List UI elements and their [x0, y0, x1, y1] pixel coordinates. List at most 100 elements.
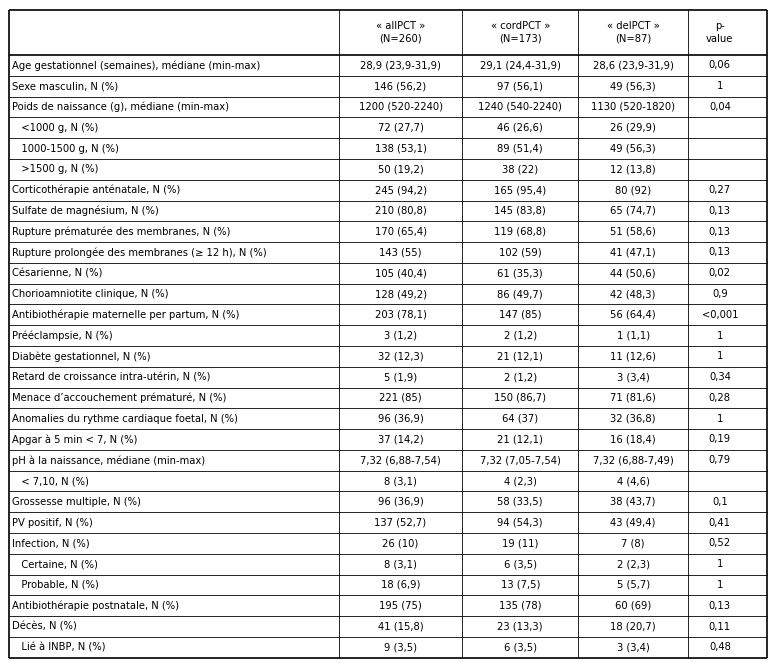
Text: 65 (74,7): 65 (74,7): [610, 206, 656, 216]
Text: 1130 (520-1820): 1130 (520-1820): [591, 102, 675, 112]
Text: 195 (75): 195 (75): [380, 601, 422, 611]
Text: 7,32 (7,05-7,54): 7,32 (7,05-7,54): [480, 455, 560, 465]
Text: p-
value: p- value: [707, 21, 734, 44]
Text: 145 (83,8): 145 (83,8): [495, 206, 546, 216]
Text: <1000 g, N (%): <1000 g, N (%): [12, 123, 99, 133]
Text: pH à la naissance, médiane (min-max): pH à la naissance, médiane (min-max): [12, 455, 206, 465]
Text: 94 (54,3): 94 (54,3): [498, 518, 543, 528]
Text: 0,48: 0,48: [709, 642, 730, 652]
Text: 42 (48,3): 42 (48,3): [611, 289, 656, 299]
Text: 97 (56,1): 97 (56,1): [497, 81, 543, 91]
Text: 221 (85): 221 (85): [380, 393, 422, 403]
Text: 51 (58,6): 51 (58,6): [610, 227, 656, 237]
Text: 12 (13,8): 12 (13,8): [611, 164, 656, 174]
Text: >1500 g, N (%): >1500 g, N (%): [12, 164, 99, 174]
Text: 43 (49,4): 43 (49,4): [611, 518, 656, 528]
Text: 0,11: 0,11: [709, 621, 731, 632]
Text: 58 (33,5): 58 (33,5): [498, 497, 543, 507]
Text: 18 (6,9): 18 (6,9): [381, 580, 421, 590]
Text: 0,34: 0,34: [709, 372, 730, 382]
Text: Menace d’accouchement prématuré, N (%): Menace d’accouchement prématuré, N (%): [12, 392, 226, 403]
Text: Anomalies du rythme cardiaque foetal, N (%): Anomalies du rythme cardiaque foetal, N …: [12, 414, 238, 424]
Text: 1: 1: [717, 81, 723, 91]
Text: 102 (59): 102 (59): [499, 247, 542, 257]
Text: 0,1: 0,1: [712, 497, 727, 507]
Text: 0,52: 0,52: [709, 538, 731, 548]
Text: 6 (3,5): 6 (3,5): [504, 559, 536, 569]
Text: 21 (12,1): 21 (12,1): [497, 351, 543, 361]
Text: 210 (80,8): 210 (80,8): [375, 206, 427, 216]
Text: Antibiothérapie postnatale, N (%): Antibiothérapie postnatale, N (%): [12, 601, 179, 611]
Text: 0,79: 0,79: [709, 455, 731, 465]
Text: <0,001: <0,001: [702, 310, 738, 320]
Text: 3 (3,4): 3 (3,4): [617, 372, 649, 382]
Text: 0,02: 0,02: [709, 269, 730, 278]
Text: 0,13: 0,13: [709, 227, 730, 237]
Text: 50 (19,2): 50 (19,2): [378, 164, 424, 174]
Text: 0,41: 0,41: [709, 518, 730, 528]
Text: 2 (1,2): 2 (1,2): [504, 372, 536, 382]
Text: 21 (12,1): 21 (12,1): [497, 434, 543, 444]
Text: Sexe masculin, N (%): Sexe masculin, N (%): [12, 81, 118, 91]
Text: Rupture prolongée des membranes (≥ 12 h), N (%): Rupture prolongée des membranes (≥ 12 h)…: [12, 247, 267, 258]
Text: 1: 1: [717, 351, 723, 361]
Text: 7,32 (6,88-7,49): 7,32 (6,88-7,49): [593, 455, 673, 465]
Text: 49 (56,3): 49 (56,3): [611, 81, 656, 91]
Text: Rupture prématurée des membranes, N (%): Rupture prématurée des membranes, N (%): [12, 227, 231, 237]
Text: 135 (78): 135 (78): [499, 601, 542, 611]
Text: 49 (56,3): 49 (56,3): [611, 144, 656, 154]
Text: 170 (65,4): 170 (65,4): [375, 227, 427, 237]
Text: Corticothérapie anténatale, N (%): Corticothérapie anténatale, N (%): [12, 185, 181, 196]
Text: 1240 (540-2240): 1240 (540-2240): [478, 102, 562, 112]
Text: Antibiothérapie maternelle per partum, N (%): Antibiothérapie maternelle per partum, N…: [12, 310, 240, 320]
Text: PV positif, N (%): PV positif, N (%): [12, 518, 93, 528]
Text: 96 (36,9): 96 (36,9): [378, 497, 424, 507]
Text: 8 (3,1): 8 (3,1): [384, 476, 417, 486]
Text: 28,9 (23,9-31,9): 28,9 (23,9-31,9): [360, 60, 441, 70]
Text: 0,9: 0,9: [712, 289, 727, 299]
Text: 2 (2,3): 2 (2,3): [617, 559, 649, 569]
Text: 72 (27,7): 72 (27,7): [377, 123, 424, 133]
Text: 0,06: 0,06: [709, 60, 730, 70]
Text: 41 (15,8): 41 (15,8): [378, 621, 424, 632]
Text: Décès, N (%): Décès, N (%): [12, 621, 77, 632]
Text: 1: 1: [717, 559, 723, 569]
Text: 3 (1,2): 3 (1,2): [384, 331, 417, 341]
Text: 0,13: 0,13: [709, 206, 730, 216]
Text: 38 (43,7): 38 (43,7): [611, 497, 656, 507]
Text: Retard de croissance intra-utérin, N (%): Retard de croissance intra-utérin, N (%): [12, 372, 211, 382]
Text: 245 (94,2): 245 (94,2): [375, 185, 427, 195]
Text: Apgar à 5 min < 7, N (%): Apgar à 5 min < 7, N (%): [12, 434, 138, 445]
Text: 18 (20,7): 18 (20,7): [611, 621, 656, 632]
Text: 32 (36,8): 32 (36,8): [611, 414, 656, 424]
Text: 23 (13,3): 23 (13,3): [498, 621, 543, 632]
Text: 128 (49,2): 128 (49,2): [375, 289, 427, 299]
Text: 0,27: 0,27: [709, 185, 731, 195]
Text: 38 (22): 38 (22): [502, 164, 538, 174]
Text: 71 (81,6): 71 (81,6): [610, 393, 656, 403]
Text: 0,13: 0,13: [709, 601, 730, 611]
Text: Grossesse multiple, N (%): Grossesse multiple, N (%): [12, 497, 141, 507]
Text: 0,04: 0,04: [709, 102, 730, 112]
Text: 29,1 (24,4-31,9): 29,1 (24,4-31,9): [480, 60, 560, 70]
Text: Probable, N (%): Probable, N (%): [12, 580, 99, 590]
Text: 2 (1,2): 2 (1,2): [504, 331, 536, 341]
Text: Age gestationnel (semaines), médiane (min-max): Age gestationnel (semaines), médiane (mi…: [12, 60, 261, 71]
Text: 16 (18,4): 16 (18,4): [611, 434, 656, 444]
Text: 150 (86,7): 150 (86,7): [494, 393, 547, 403]
Text: 86 (49,7): 86 (49,7): [497, 289, 543, 299]
Text: 4 (4,6): 4 (4,6): [617, 476, 649, 486]
Text: 7,32 (6,88-7,54): 7,32 (6,88-7,54): [360, 455, 441, 465]
Text: 44 (50,6): 44 (50,6): [611, 269, 656, 278]
Text: 41 (47,1): 41 (47,1): [611, 247, 656, 257]
Text: « cordPCT »
(N=173): « cordPCT » (N=173): [491, 21, 550, 44]
Text: 1200 (520-2240): 1200 (520-2240): [359, 102, 443, 112]
Text: 9 (3,5): 9 (3,5): [384, 642, 417, 652]
Text: 11 (12,6): 11 (12,6): [610, 351, 656, 361]
Text: 6 (3,5): 6 (3,5): [504, 642, 536, 652]
Text: Chorioamniotite clinique, N (%): Chorioamniotite clinique, N (%): [12, 289, 169, 299]
Text: 0,13: 0,13: [709, 247, 730, 257]
Text: 8 (3,1): 8 (3,1): [384, 559, 417, 569]
Text: 5 (1,9): 5 (1,9): [384, 372, 417, 382]
Text: « delPCT »
(N=87): « delPCT » (N=87): [607, 21, 659, 44]
